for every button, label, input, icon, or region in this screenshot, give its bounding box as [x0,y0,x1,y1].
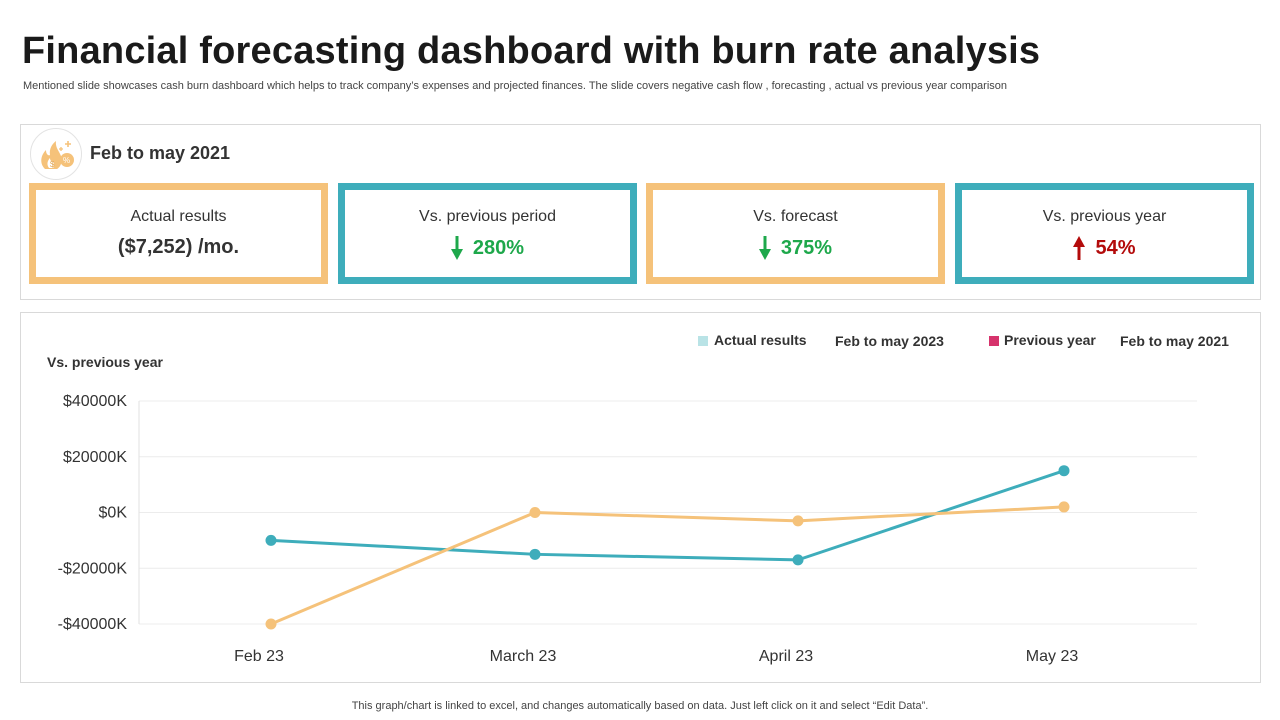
page-title: Financial forecasting dashboard with bur… [22,30,1041,72]
period-label: Feb to may 2021 [90,143,231,163]
kpi-card-label: Actual results [130,208,227,225]
chart-title: Vs. previous year [47,354,164,370]
y-tick-label: -$40000K [58,616,128,633]
kpi-card-value: 54% [1095,236,1136,259]
legend-label: Previous year [1004,332,1096,348]
y-tick-label: $40000K [63,393,127,410]
series-line-previous-year [270,505,1065,626]
data-point [529,507,541,518]
kpi-card-label: Vs. forecast [753,208,838,225]
chart-panel: Vs. previous year Actual results Feb to ma… [20,312,1261,683]
x-tick-label: Feb 23 [234,648,284,665]
legend-label: Actual results [714,332,807,348]
kpi-card-value: ($7,252) /mo. [117,236,240,258]
x-tick-label: May 23 [1026,648,1079,665]
legend-period: Feb to may 2023 [835,333,944,349]
data-point [529,548,541,560]
x-tick-label: April 23 [759,648,813,665]
y-tick-label: -$20000K [58,560,128,577]
footnote: This graph/chart is linked to excel, and… [351,700,929,712]
arrow-up-icon [1073,236,1086,260]
kpi-card-actual-results: Actual results ($7,252) /mo. [29,183,328,284]
y-tick-label: $0K [99,505,128,522]
svg-text:%: % [63,156,70,165]
burn-rate-icon: $ % [30,128,82,180]
legend-marker [989,336,999,346]
legend-period: Feb to may 2021 [1120,333,1229,349]
data-point [792,554,804,566]
x-tick-label: March 23 [490,648,557,665]
kpi-card-label: Vs. previous period [419,208,556,225]
kpi-card-value: 375% [780,236,833,259]
kpi-card-vs-previous-period: Vs. previous period 280% [338,183,637,284]
data-point [1058,501,1070,513]
kpi-card-vs-previous-year: Vs. previous year 54% [955,183,1254,284]
data-point [265,534,277,546]
page-subtitle: Mentioned slide showcases cash burn dash… [23,80,1008,92]
svg-text:$: $ [50,160,55,169]
legend-marker [698,336,708,346]
kpi-card-value: 280% [472,236,525,259]
kpi-card-label: Vs. previous year [1042,208,1167,225]
arrow-down-icon [450,236,463,260]
data-point [265,618,277,630]
data-point [1058,465,1070,477]
line-chart[interactable]: Vs. previous year Actual results Feb to ma… [21,313,1262,684]
kpi-card-vs-forecast: Vs. forecast 375% [646,183,945,284]
data-point [792,515,804,527]
arrow-down-icon [758,236,771,260]
y-tick-label: $20000K [63,449,127,466]
kpi-panel: $ % Feb to may 2021 Actual results ($7,2… [20,124,1261,300]
